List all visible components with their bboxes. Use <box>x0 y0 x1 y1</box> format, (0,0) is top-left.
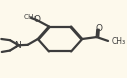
Text: N: N <box>14 41 21 50</box>
Text: CH₃: CH₃ <box>24 13 37 20</box>
Text: O: O <box>33 15 40 24</box>
Text: CH₃: CH₃ <box>111 37 125 46</box>
Text: O: O <box>95 24 102 33</box>
